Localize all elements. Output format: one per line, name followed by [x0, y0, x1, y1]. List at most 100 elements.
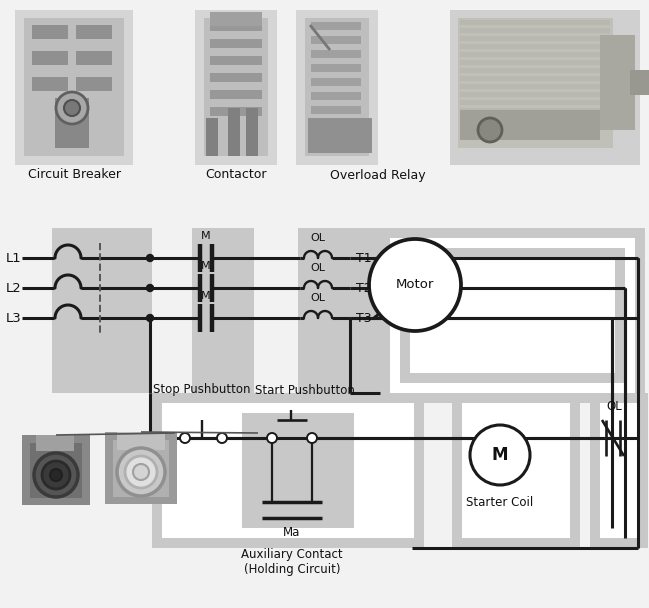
- Bar: [36, 435, 74, 451]
- Bar: [210, 107, 262, 116]
- Bar: [32, 51, 68, 65]
- Bar: [113, 440, 169, 497]
- Bar: [210, 39, 262, 48]
- Bar: [460, 28, 610, 33]
- Text: OL: OL: [310, 293, 326, 303]
- Circle shape: [217, 433, 227, 443]
- Bar: [32, 25, 68, 39]
- Bar: [76, 77, 112, 91]
- Bar: [246, 108, 258, 156]
- Text: T1: T1: [356, 252, 372, 264]
- Circle shape: [133, 464, 149, 480]
- Bar: [105, 432, 177, 504]
- Text: OL: OL: [310, 233, 326, 243]
- Bar: [460, 68, 610, 73]
- Bar: [450, 10, 640, 165]
- Bar: [460, 52, 610, 57]
- Circle shape: [117, 448, 165, 496]
- Text: L1: L1: [6, 252, 22, 264]
- Bar: [460, 108, 610, 113]
- Bar: [242, 413, 354, 528]
- Bar: [462, 403, 570, 538]
- Bar: [311, 64, 361, 72]
- Bar: [298, 228, 380, 393]
- Circle shape: [64, 100, 80, 116]
- Bar: [460, 76, 610, 81]
- Bar: [204, 18, 268, 156]
- Circle shape: [125, 456, 157, 488]
- Bar: [600, 35, 635, 130]
- Circle shape: [147, 255, 154, 261]
- Bar: [410, 258, 615, 373]
- Bar: [311, 22, 361, 30]
- Circle shape: [147, 285, 154, 291]
- Bar: [76, 51, 112, 65]
- Text: L3: L3: [6, 311, 22, 325]
- Circle shape: [267, 433, 277, 443]
- Bar: [460, 84, 610, 89]
- Bar: [460, 20, 610, 25]
- Text: M: M: [201, 291, 211, 301]
- Text: Motor: Motor: [396, 278, 434, 291]
- Bar: [460, 92, 610, 97]
- Circle shape: [180, 433, 190, 443]
- Bar: [600, 403, 638, 538]
- Bar: [76, 25, 112, 39]
- Bar: [460, 100, 610, 105]
- Text: OL: OL: [606, 399, 622, 412]
- Circle shape: [50, 469, 62, 481]
- Bar: [458, 18, 613, 148]
- Circle shape: [147, 314, 154, 322]
- Text: Stop Pushbutton: Stop Pushbutton: [153, 384, 251, 396]
- Bar: [460, 44, 610, 49]
- Bar: [192, 228, 254, 393]
- Text: Contactor: Contactor: [205, 168, 267, 182]
- Text: M: M: [201, 261, 211, 271]
- Bar: [590, 393, 648, 548]
- Bar: [452, 393, 580, 548]
- Bar: [32, 77, 68, 91]
- Bar: [195, 10, 277, 165]
- Bar: [30, 443, 82, 498]
- Bar: [15, 10, 133, 165]
- Circle shape: [478, 118, 502, 142]
- Bar: [210, 12, 262, 26]
- Bar: [52, 228, 152, 393]
- Text: L2: L2: [6, 282, 22, 294]
- Text: Overload Relay: Overload Relay: [330, 168, 426, 182]
- Bar: [311, 36, 361, 44]
- Text: Ma: Ma: [284, 525, 300, 539]
- Bar: [311, 50, 361, 58]
- Bar: [210, 22, 262, 31]
- Text: Auxiliary Contact
(Holding Circuit): Auxiliary Contact (Holding Circuit): [241, 548, 343, 576]
- Text: Start Pushbutton: Start Pushbutton: [255, 384, 355, 396]
- Bar: [308, 118, 372, 153]
- Bar: [305, 18, 369, 156]
- Text: T2: T2: [356, 282, 372, 294]
- Bar: [210, 90, 262, 99]
- Circle shape: [307, 433, 317, 443]
- Bar: [117, 432, 165, 450]
- Bar: [22, 435, 90, 505]
- Text: T3: T3: [356, 311, 372, 325]
- Bar: [296, 10, 378, 165]
- Bar: [24, 18, 124, 156]
- Bar: [460, 60, 610, 65]
- Bar: [311, 78, 361, 86]
- Circle shape: [34, 453, 78, 497]
- Bar: [55, 98, 89, 148]
- Bar: [311, 106, 361, 114]
- Bar: [210, 73, 262, 82]
- Text: M: M: [201, 231, 211, 241]
- Text: Circuit Breaker: Circuit Breaker: [27, 168, 121, 182]
- Bar: [380, 228, 645, 403]
- Bar: [311, 92, 361, 100]
- Circle shape: [56, 92, 88, 124]
- Bar: [206, 118, 218, 156]
- Bar: [630, 70, 649, 95]
- Text: OL: OL: [310, 263, 326, 273]
- Bar: [152, 393, 424, 548]
- Circle shape: [369, 239, 461, 331]
- Circle shape: [470, 425, 530, 485]
- Bar: [390, 238, 635, 393]
